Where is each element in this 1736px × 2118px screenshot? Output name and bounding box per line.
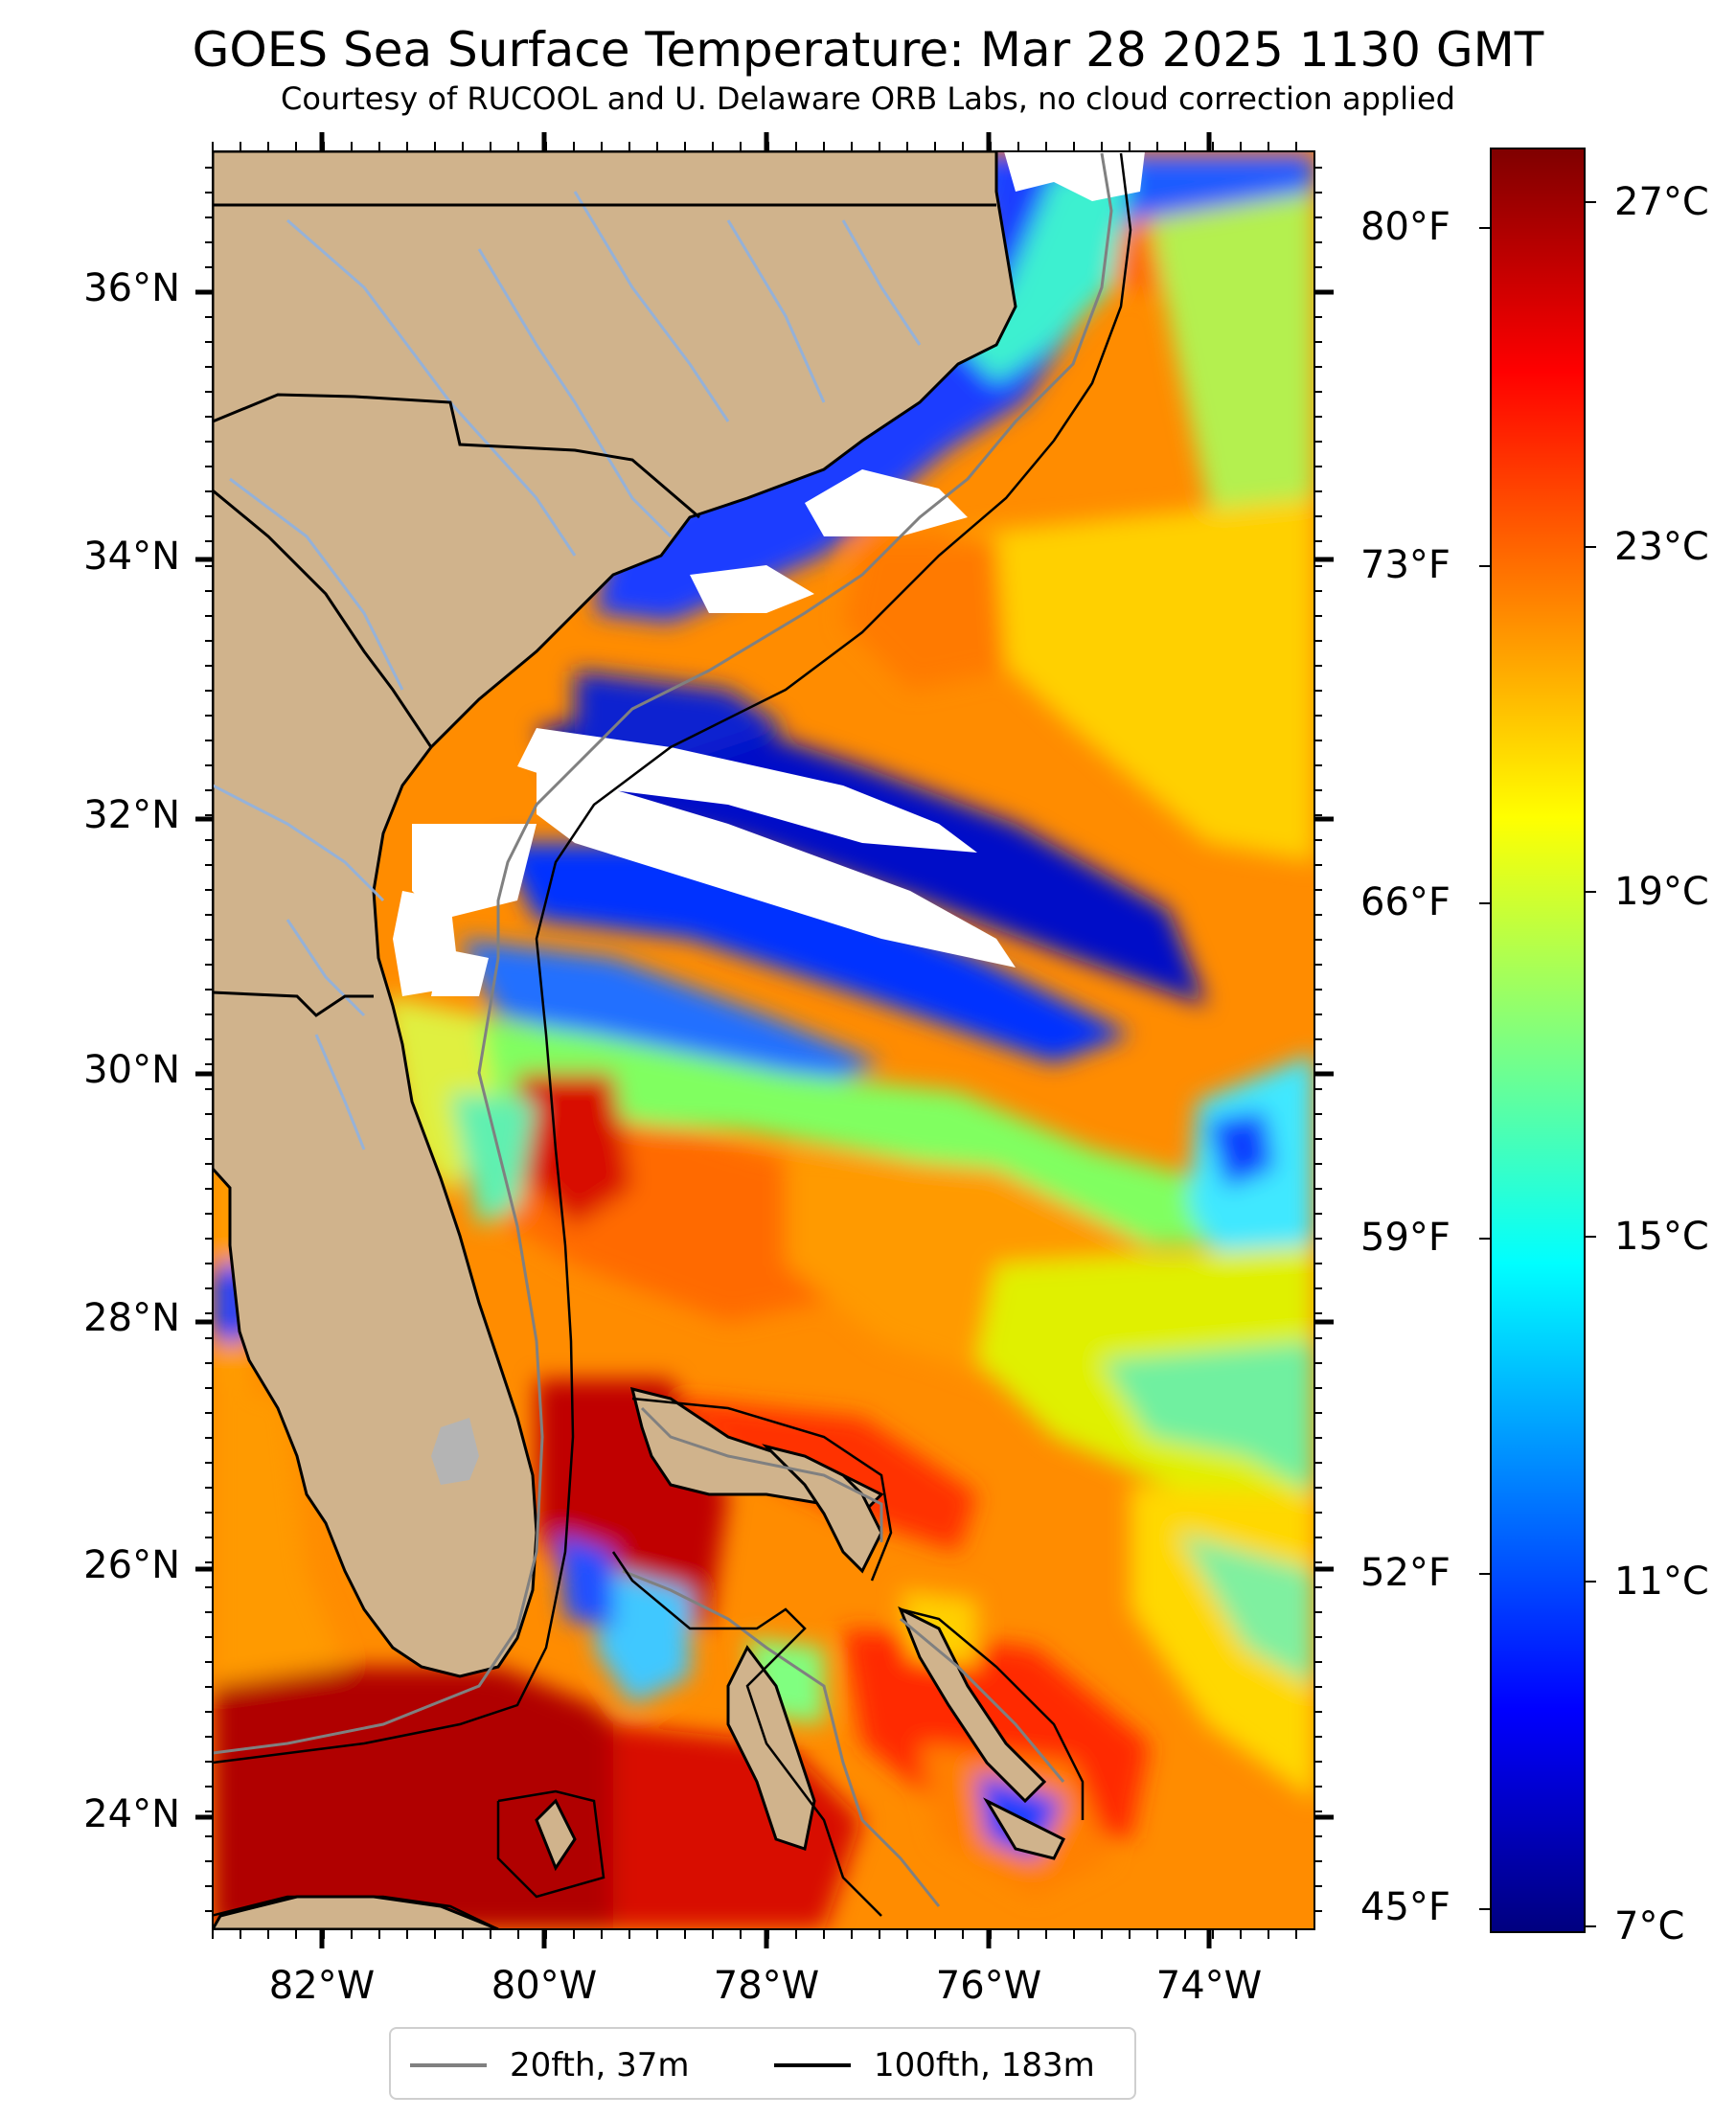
legend-swatch-100fth [774, 2063, 851, 2067]
land [213, 151, 1066, 1929]
colorbar [1490, 148, 1586, 1933]
colorbar-label: 15°C [1614, 1215, 1709, 1259]
longitude-labels: 82°W 80°W 78°W 76°W 74°W [269, 1964, 1262, 2008]
fahrenheit-label: 66°F [1360, 880, 1450, 924]
legend-label-20fth: 20fth, 37m [510, 2046, 690, 2084]
legend-swatch-20fth [410, 2063, 487, 2067]
lat-label: 30°N [83, 1048, 180, 1092]
lat-label: 24°N [83, 1792, 180, 1836]
colorbar-label: 23°C [1614, 525, 1709, 569]
land-us-southeast [213, 151, 1017, 1678]
lon-label: 74°W [1156, 1964, 1262, 2008]
isobath-legend: 20fth, 37m 100fth, 183m [389, 2027, 1136, 2100]
map-panel [213, 151, 1314, 1929]
state-borders [213, 203, 996, 1017]
colorbar-label: 27°C [1614, 180, 1709, 224]
fahrenheit-label: 52°F [1360, 1551, 1450, 1595]
lat-label: 28°N [83, 1296, 180, 1340]
rivers [213, 191, 922, 1150]
fahrenheit-label: 73°F [1360, 543, 1450, 587]
cloud-masks [393, 151, 1145, 996]
colorbar-ticks [1479, 201, 1596, 1927]
land-exumas [983, 1797, 1066, 1860]
land-eleuthera [898, 1606, 1047, 1804]
lon-label: 80°W [491, 1964, 597, 2008]
legend-item-100fth: 100fth, 183m [774, 2046, 1119, 2084]
colorbar-label: 11°C [1614, 1560, 1709, 1604]
isobath-100fth [213, 152, 1132, 1929]
lat-label: 26°N [83, 1543, 180, 1587]
fahrenheit-label: 59°F [1360, 1216, 1450, 1260]
fahrenheit-labels: 45°F 52°F 59°F 66°F 73°F 80°F [1360, 205, 1450, 1929]
land-abaco [762, 1444, 883, 1574]
lat-label: 32°N [83, 793, 180, 837]
fahrenheit-label: 45°F [1360, 1885, 1450, 1929]
map-title: GOES Sea Surface Temperature: Mar 28 202… [192, 22, 1544, 78]
legend-label-100fth: 100fth, 183m [874, 2046, 1095, 2084]
lon-label: 76°W [936, 1964, 1041, 2008]
isobath-20fth [213, 152, 1113, 1907]
celsius-labels: 7°C 11°C 15°C 19°C 23°C 27°C [1614, 180, 1709, 1948]
map-subtitle: Courtesy of RUCOOL and U. Delaware ORB L… [281, 80, 1455, 117]
fahrenheit-label: 80°F [1360, 205, 1450, 249]
lake-okeechobee [431, 1418, 479, 1485]
legend-item-20fth: 20fth, 37m [410, 2046, 736, 2084]
colorbar-label: 19°C [1614, 870, 1709, 914]
lat-label: 36°N [83, 266, 180, 310]
lon-label: 78°W [714, 1964, 819, 2008]
map-axis-ticks [195, 132, 1334, 1948]
land-bimini [535, 1798, 577, 1872]
lat-label: 34°N [83, 535, 180, 579]
latitude-labels: 24°N 26°N 28°N 30°N 32°N 34°N 36°N [83, 266, 180, 1836]
lon-label: 82°W [269, 1964, 375, 2008]
colorbar-label: 7°C [1614, 1904, 1684, 1948]
